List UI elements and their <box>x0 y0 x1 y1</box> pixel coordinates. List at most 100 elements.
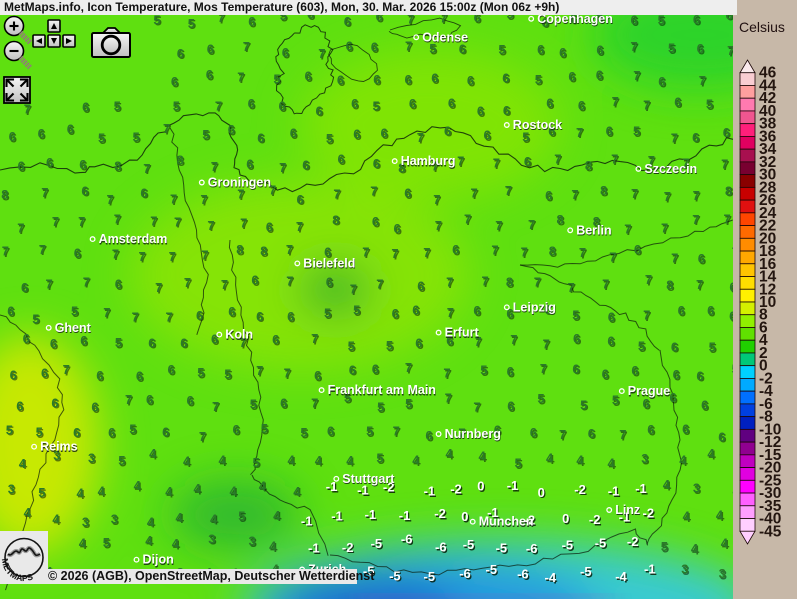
svg-text:5: 5 <box>572 308 579 323</box>
svg-text:7: 7 <box>643 308 650 323</box>
svg-text:Dijon: Dijon <box>143 553 174 567</box>
svg-text:-2: -2 <box>589 512 601 527</box>
svg-text:5: 5 <box>224 366 231 381</box>
svg-text:6: 6 <box>372 214 379 229</box>
svg-text:6: 6 <box>23 331 30 346</box>
svg-text:4: 4 <box>230 484 238 499</box>
svg-text:6: 6 <box>266 220 273 235</box>
svg-text:7: 7 <box>473 399 480 414</box>
svg-text:7: 7 <box>664 189 671 204</box>
svg-text:7: 7 <box>671 131 678 146</box>
svg-text:5: 5 <box>348 339 355 354</box>
svg-text:6: 6 <box>545 188 552 203</box>
svg-text:Ghent: Ghent <box>55 321 92 335</box>
svg-text:7: 7 <box>112 247 119 262</box>
svg-text:7: 7 <box>184 275 191 290</box>
svg-text:7: 7 <box>370 183 377 198</box>
svg-text:4: 4 <box>691 541 699 556</box>
svg-text:7: 7 <box>311 396 318 411</box>
svg-text:8: 8 <box>236 242 243 257</box>
svg-text:7: 7 <box>446 275 453 290</box>
svg-text:METMAPS: METMAPS <box>0 558 34 584</box>
svg-text:Linz: Linz <box>615 503 640 517</box>
svg-text:6: 6 <box>373 156 380 171</box>
svg-text:6: 6 <box>280 396 287 411</box>
svg-text:-6: -6 <box>401 532 413 547</box>
svg-text:Koln: Koln <box>225 328 253 342</box>
svg-text:6: 6 <box>559 45 566 60</box>
svg-text:7: 7 <box>150 214 157 229</box>
svg-text:6: 6 <box>246 157 253 172</box>
svg-text:6: 6 <box>484 127 491 142</box>
svg-text:5: 5 <box>709 340 716 355</box>
svg-text:6: 6 <box>596 67 603 82</box>
svg-text:7: 7 <box>534 274 541 289</box>
svg-text:6: 6 <box>307 15 314 22</box>
svg-text:5: 5 <box>173 98 180 113</box>
svg-text:6: 6 <box>18 159 25 174</box>
svg-text:4: 4 <box>165 484 173 499</box>
svg-text:6: 6 <box>338 151 345 166</box>
svg-text:4: 4 <box>679 452 687 467</box>
svg-text:4: 4 <box>219 453 227 468</box>
svg-text:6: 6 <box>537 42 544 57</box>
svg-text:4: 4 <box>24 505 32 520</box>
svg-text:7: 7 <box>286 273 293 288</box>
svg-text:4: 4 <box>77 485 85 500</box>
svg-text:6: 6 <box>287 309 294 324</box>
svg-text:6: 6 <box>344 15 351 29</box>
svg-text:7: 7 <box>318 46 325 61</box>
svg-text:7: 7 <box>407 15 414 27</box>
svg-text:7: 7 <box>174 214 181 229</box>
svg-text:7: 7 <box>391 246 398 261</box>
svg-text:6: 6 <box>146 392 153 407</box>
svg-text:4: 4 <box>446 446 454 461</box>
svg-text:7: 7 <box>17 221 24 236</box>
svg-text:4: 4 <box>172 536 180 551</box>
svg-text:6: 6 <box>351 96 358 111</box>
svg-text:5: 5 <box>133 130 140 145</box>
svg-text:5: 5 <box>535 72 542 87</box>
svg-text:5: 5 <box>386 338 393 353</box>
svg-text:8: 8 <box>260 244 267 259</box>
svg-text:6: 6 <box>392 306 399 321</box>
svg-text:6: 6 <box>196 308 203 323</box>
svg-text:0: 0 <box>562 511 569 526</box>
svg-text:7: 7 <box>505 183 512 198</box>
svg-text:6: 6 <box>444 123 451 138</box>
svg-text:5: 5 <box>261 421 268 436</box>
svg-text:7: 7 <box>362 245 369 260</box>
svg-text:6: 6 <box>371 40 378 55</box>
svg-text:4: 4 <box>269 538 277 553</box>
svg-text:6: 6 <box>148 335 155 350</box>
svg-text:6: 6 <box>631 15 638 28</box>
svg-text:6: 6 <box>596 43 603 58</box>
svg-text:6: 6 <box>473 303 480 318</box>
svg-text:6: 6 <box>228 122 235 137</box>
svg-text:6: 6 <box>140 185 147 200</box>
svg-text:4: 4 <box>259 478 267 493</box>
svg-text:8: 8 <box>585 158 592 173</box>
svg-text:3: 3 <box>719 566 726 581</box>
svg-text:6: 6 <box>431 71 438 86</box>
svg-text:0: 0 <box>538 485 545 500</box>
svg-text:6: 6 <box>502 70 509 85</box>
svg-text:7: 7 <box>482 274 489 289</box>
svg-text:7: 7 <box>215 98 222 113</box>
svg-text:Munchen: Munchen <box>479 515 534 529</box>
svg-text:6: 6 <box>405 72 412 87</box>
svg-text:6: 6 <box>373 72 380 87</box>
svg-text:3: 3 <box>8 482 15 497</box>
svg-text:6: 6 <box>257 130 264 145</box>
svg-text:-45: -45 <box>759 523 782 540</box>
svg-text:6: 6 <box>305 69 312 84</box>
svg-text:7: 7 <box>619 427 626 442</box>
svg-text:-1: -1 <box>635 481 647 496</box>
svg-text:4: 4 <box>479 449 487 464</box>
svg-text:6: 6 <box>417 278 424 293</box>
svg-text:6: 6 <box>256 309 263 324</box>
svg-text:-2: -2 <box>450 482 462 497</box>
svg-text:5: 5 <box>300 425 307 440</box>
svg-text:6: 6 <box>634 242 641 257</box>
svg-text:Leipzig: Leipzig <box>513 300 556 314</box>
